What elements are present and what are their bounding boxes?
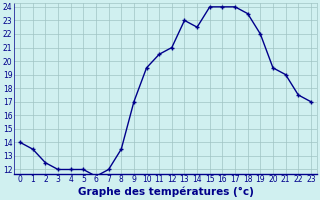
X-axis label: Graphe des températures (°c): Graphe des températures (°c) — [77, 187, 253, 197]
